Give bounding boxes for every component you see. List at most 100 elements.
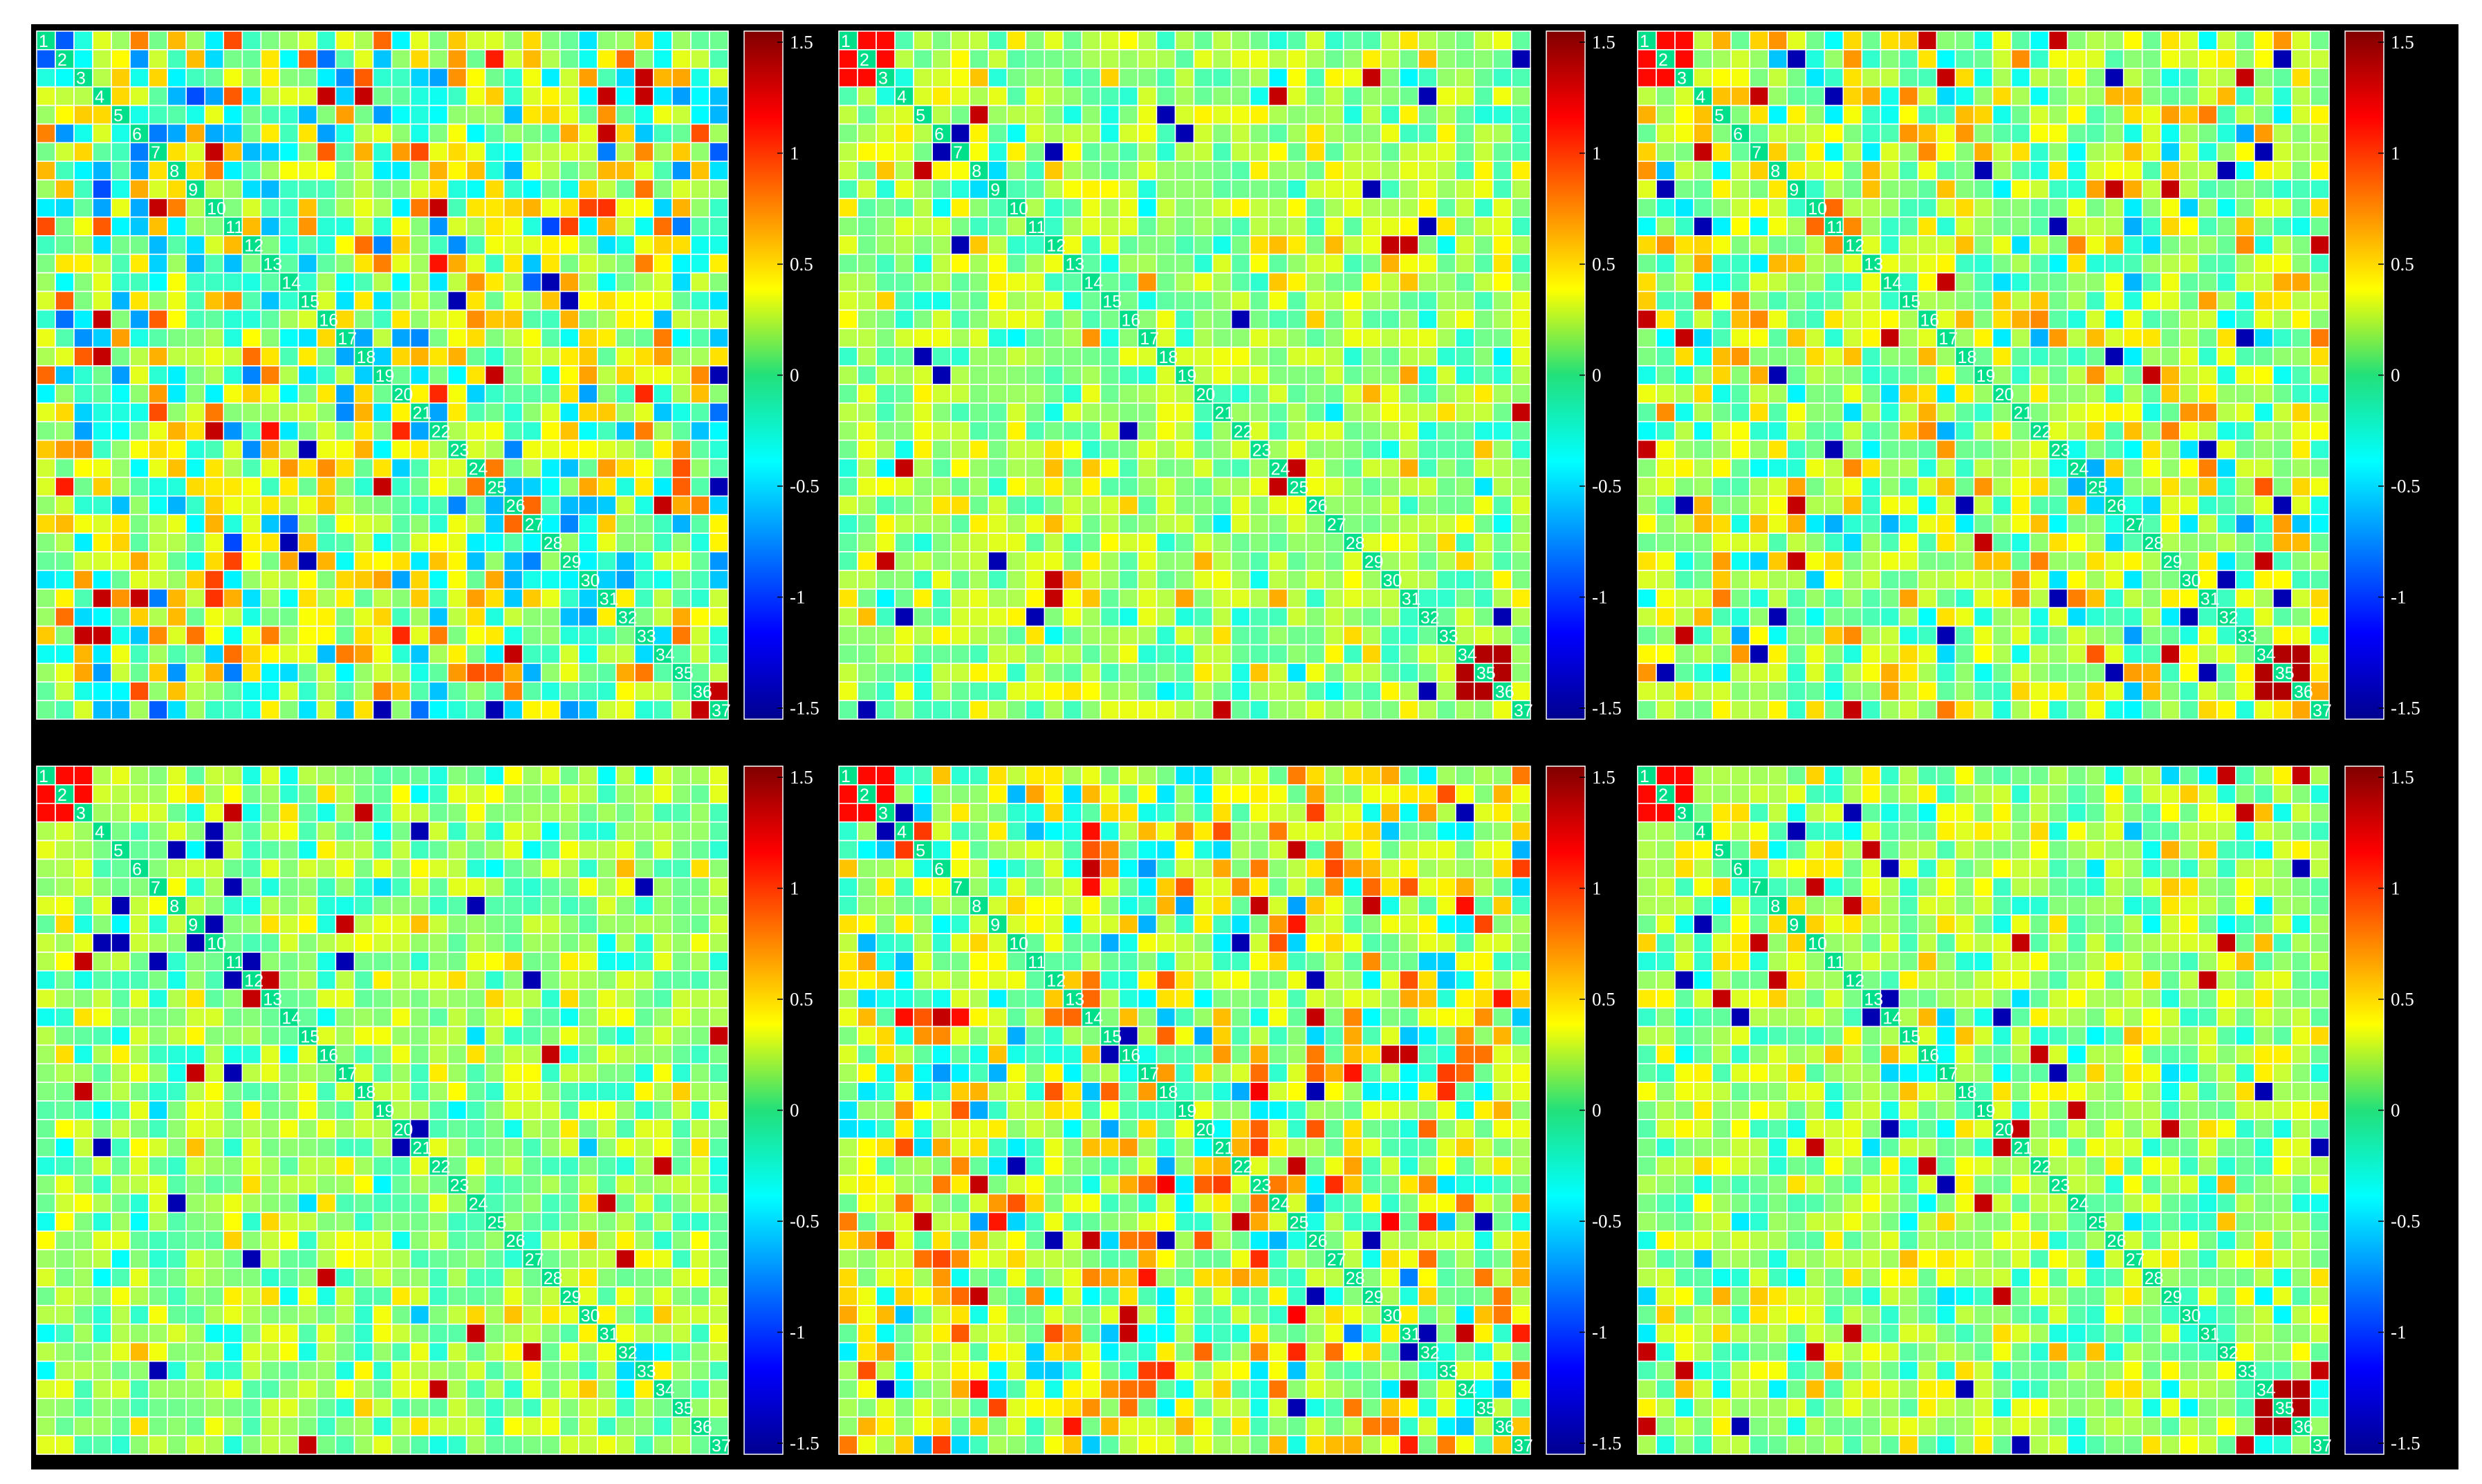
heatmap-cell <box>1730 570 1750 590</box>
heatmap-cell <box>932 272 952 293</box>
heatmap-cell <box>1805 625 1826 646</box>
heatmap-cell <box>1342 272 1363 293</box>
heatmap-cell <box>204 1119 225 1139</box>
heatmap-cell <box>1118 588 1139 609</box>
heatmap-cell <box>1212 30 1232 50</box>
heatmap-cell <box>484 802 505 823</box>
heatmap-cell <box>1081 198 1102 218</box>
heatmap-cell <box>709 272 729 293</box>
heatmap-cell <box>2160 86 2180 106</box>
heatmap-cell <box>615 402 636 423</box>
heatmap-cell <box>2085 514 2106 534</box>
heatmap-cell <box>1156 662 1176 683</box>
heatmap-cell <box>540 1026 561 1046</box>
heatmap-cell <box>1474 681 1494 701</box>
heatmap-cell <box>2310 606 2330 627</box>
heatmap-cell <box>988 402 1008 423</box>
heatmap-cell <box>653 309 673 330</box>
heatmap-cell <box>672 532 692 553</box>
heatmap-cell <box>597 1044 617 1065</box>
heatmap-cell <box>1399 700 1419 720</box>
heatmap-cell <box>1044 606 1064 627</box>
heatmap-cell <box>690 384 710 404</box>
heatmap-cell <box>391 495 411 515</box>
heatmap-cell <box>241 458 262 479</box>
heatmap-cell <box>148 1007 168 1028</box>
heatmap-cell <box>447 802 467 823</box>
heatmap-cell <box>577 1100 598 1120</box>
heatmap-cell <box>428 365 449 385</box>
heatmap-cell <box>353 160 374 180</box>
heatmap-cell <box>1693 588 1713 609</box>
heatmap-cell <box>1492 681 1512 701</box>
heatmap-cell <box>1674 309 1694 330</box>
heatmap-cell <box>223 933 243 953</box>
heatmap-cell <box>92 625 112 646</box>
heatmap-cell <box>2254 551 2274 571</box>
heatmap-cell <box>615 290 636 311</box>
heatmap-cell <box>428 104 449 125</box>
heatmap-cell <box>1137 142 1158 163</box>
heatmap-cell <box>409 662 430 683</box>
heatmap-cell <box>709 476 729 497</box>
heatmap-cell <box>1418 86 1438 106</box>
heatmap-cell <box>372 606 393 627</box>
heatmap-cell <box>36 309 56 330</box>
heatmap-cell <box>1693 253 1713 274</box>
heatmap-cell <box>1861 328 1882 348</box>
heatmap-cell <box>1436 644 1456 665</box>
heatmap-cell <box>428 877 449 898</box>
heatmap-cell <box>92 160 112 180</box>
heatmap-cell <box>465 914 486 934</box>
heatmap-cell <box>857 439 877 460</box>
heatmap-cell <box>148 309 168 330</box>
heatmap-cell <box>465 877 486 898</box>
heatmap-cell <box>1268 495 1288 515</box>
heatmap-cell <box>969 346 990 367</box>
heatmap-cell <box>484 1063 505 1083</box>
heatmap-cell <box>409 877 430 898</box>
heatmap-cell <box>2085 532 2106 553</box>
heatmap-cell <box>1305 606 1326 627</box>
heatmap-cell <box>521 86 542 106</box>
heatmap-cell <box>1324 123 1344 144</box>
heatmap-cell <box>1511 49 1531 69</box>
heatmap-cell <box>111 625 131 646</box>
heatmap-cell <box>1193 439 1214 460</box>
heatmap-cell <box>1268 662 1288 683</box>
heatmap-cell <box>297 365 318 385</box>
heatmap-cell <box>1230 681 1251 701</box>
heatmap-cell <box>913 30 933 50</box>
heatmap-cell <box>1656 420 1676 441</box>
heatmap-cell <box>1193 514 1214 534</box>
heatmap-cell <box>36 840 56 860</box>
heatmap-cell <box>316 700 337 720</box>
heatmap-cell <box>1898 681 1919 701</box>
heatmap-cell <box>1898 49 1919 69</box>
heatmap-cell <box>521 216 542 236</box>
heatmap-cell <box>950 420 970 441</box>
heatmap-cell <box>672 858 692 879</box>
heatmap-cell <box>223 290 243 311</box>
heatmap-cell <box>1805 551 1826 571</box>
heatmap-cell <box>260 1044 281 1065</box>
heatmap-cell <box>577 1063 598 1083</box>
heatmap-cell <box>653 328 673 348</box>
heatmap-cell <box>672 476 692 497</box>
heatmap-cell <box>1305 272 1326 293</box>
heatmap-cell <box>391 933 411 953</box>
heatmap-cell <box>241 551 262 571</box>
heatmap-cell <box>1693 420 1713 441</box>
heatmap-cell <box>204 86 225 106</box>
heatmap-cell <box>2029 235 2050 255</box>
heatmap-cell <box>409 160 430 180</box>
heatmap-cell <box>428 532 449 553</box>
heatmap-cell <box>465 123 486 144</box>
heatmap-cell <box>1118 402 1139 423</box>
heatmap-cell <box>2272 235 2293 255</box>
heatmap-cell <box>1693 86 1713 106</box>
heatmap-cell <box>36 495 56 515</box>
heatmap-cell <box>1025 198 1046 218</box>
heatmap-cell <box>2029 458 2050 479</box>
heatmap-cell <box>409 67 430 88</box>
